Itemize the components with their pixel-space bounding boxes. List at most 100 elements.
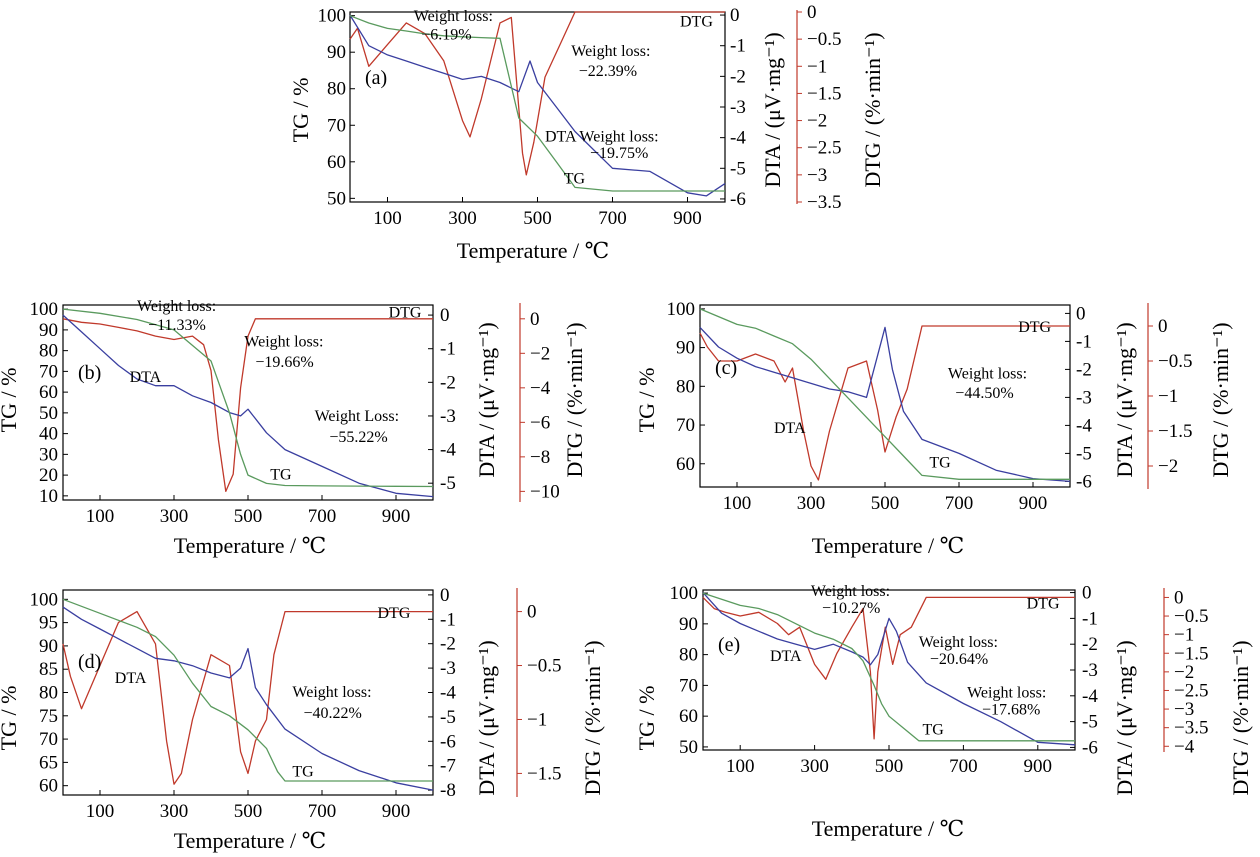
panel-label: (d)	[78, 651, 101, 673]
dta-tick-label: -1	[440, 339, 456, 360]
dta-tick-label: -6	[1082, 737, 1098, 758]
annotation-label: TG	[292, 763, 314, 780]
dta-curve	[699, 326, 1071, 483]
annotation-label: −17.68%	[982, 702, 1040, 719]
dta-tick-label: -1	[1082, 608, 1098, 629]
tg-tick-label: 70	[679, 675, 698, 696]
dtg-tick-label: −3	[1174, 699, 1194, 720]
annotation-label: TG	[564, 171, 586, 188]
dta-tick-label: -4	[730, 128, 746, 149]
dta-tick-label: -1	[1076, 331, 1092, 352]
dtg-tick-label: −3	[807, 165, 827, 186]
panel-label: (a)	[365, 67, 387, 89]
tg-tick-label: 60	[327, 152, 346, 173]
x-tick-label: 700	[308, 506, 337, 527]
annotation-label: −11.33%	[148, 317, 206, 334]
x-tick-label: 500	[234, 506, 263, 527]
annotation-label: Weight Loss:	[315, 408, 399, 425]
annotation-label: Weight loss:	[919, 634, 998, 651]
panel-label: (b)	[78, 362, 101, 384]
annotation-label: −40.22%	[304, 705, 362, 722]
dta-tick-label: -3	[440, 406, 456, 427]
tg-tick-label: 85	[39, 659, 58, 680]
x-tick-label: 300	[160, 801, 189, 822]
tg-tick-label: 70	[39, 729, 58, 750]
tg-tick-label: 80	[679, 645, 698, 666]
dta-tick-label: -6	[440, 731, 456, 752]
annotation-label: −19.75%	[590, 145, 648, 162]
annotation-label: DTA	[130, 369, 162, 386]
ylabel-tg-d: TG / %	[0, 686, 21, 751]
dta-tick-label: -2	[440, 372, 456, 393]
xlabel-c: Temperature / ℃	[812, 533, 965, 558]
dta-tick-label: -3	[730, 97, 746, 118]
annotation-label: DTG	[1018, 319, 1051, 336]
ylabel-dta-c: DTA / (μV·mg⁻¹)	[1112, 322, 1137, 477]
tg-tick-label: 50	[39, 403, 58, 424]
dta-tick-label: -4	[440, 683, 456, 704]
x-tick-label: 100	[723, 493, 752, 514]
dta-tick-label: -4	[440, 440, 456, 461]
tg-curve	[349, 15, 725, 192]
dtg-tick-label: 0	[1174, 587, 1184, 608]
annotation-label: −6.19%	[421, 26, 471, 43]
tg-tick-label: 20	[39, 465, 58, 486]
tg-tick-label: 100	[30, 299, 59, 320]
tg-tick-label: 95	[39, 613, 58, 634]
annotation-label: Weight loss:	[811, 583, 890, 600]
x-tick-label: 300	[160, 506, 189, 527]
dtg-tick-label: −2.5	[807, 138, 841, 159]
dta-tick-label: 0	[440, 585, 450, 606]
annotation-label: Weight loss:	[137, 298, 216, 315]
dtg-tick-label: 0	[530, 309, 540, 330]
plot-frame	[702, 589, 1076, 751]
dtg-tick-label: −8	[530, 447, 550, 468]
ylabel-tg-e: TG / %	[634, 686, 659, 751]
dta-curve	[62, 314, 434, 498]
dta-tick-label: 0	[1082, 583, 1092, 604]
tg-tick-label: 90	[39, 320, 58, 341]
tg-tick-label: 75	[39, 706, 58, 727]
dtg-tick-label: 0	[1158, 316, 1168, 337]
tg-tick-label: 80	[39, 683, 58, 704]
x-tick-label: 700	[308, 801, 337, 822]
tg-tick-label: 80	[676, 376, 695, 397]
tg-tick-label: 65	[39, 752, 58, 773]
x-tick-label: 900	[1019, 493, 1048, 514]
dtg-tick-label: −10	[530, 481, 560, 502]
xlabel-d: Temperature / ℃	[174, 828, 327, 853]
tg-tick-label: 80	[39, 341, 58, 362]
ylabel-tg-c: TG / %	[634, 368, 659, 433]
annotation-label: Weight loss:	[948, 366, 1027, 383]
dtg-tick-label: −1	[807, 56, 827, 77]
dtg-tick-label: −1	[1158, 386, 1178, 407]
dtg-tick-label: −2.5	[1174, 680, 1208, 701]
dtg-curve	[349, 11, 725, 176]
dta-curve	[349, 14, 726, 197]
xlabel-a: Temperature / ℃	[457, 238, 610, 263]
plot-frame	[349, 11, 726, 203]
panel-e: 100 300 500 700 900 50 60 70 80 90 100 0 -1 -2 -3 -4 -5 -…	[670, 583, 1209, 777]
x-tick-label: 300	[797, 493, 826, 514]
ylabel-dta-b: DTA / (μV·mg⁻¹)	[474, 322, 499, 477]
dtg-curve	[699, 325, 1070, 481]
annotation-label: DTA	[770, 648, 802, 665]
tg-tick-label: 70	[327, 115, 346, 136]
tg-tick-label: 70	[676, 415, 695, 436]
dta-tick-label: -6	[730, 189, 746, 210]
annotation-label: Weight loss:	[244, 333, 323, 350]
tg-tick-label: 10	[39, 486, 58, 507]
tg-tick-label: 90	[327, 42, 346, 63]
dta-tick-label: -2	[730, 66, 746, 87]
tg-curve	[62, 598, 433, 782]
tg-tick-label: 60	[679, 706, 698, 727]
tg-tick-label: 60	[39, 382, 58, 403]
annotation-label: Weight loss:	[571, 43, 650, 60]
ylabel-tg-a: TG / %	[288, 78, 313, 143]
panel-a: 100 300 500 700 900 50 60 70 80 90 100 0 -1 -2 -3 -4 -5 -…	[318, 2, 842, 229]
dtg-tick-label: −1.5	[1174, 643, 1208, 664]
tg-tick-label: 100	[30, 589, 59, 610]
x-tick-label: 900	[382, 801, 411, 822]
tg-curve	[699, 308, 1070, 480]
